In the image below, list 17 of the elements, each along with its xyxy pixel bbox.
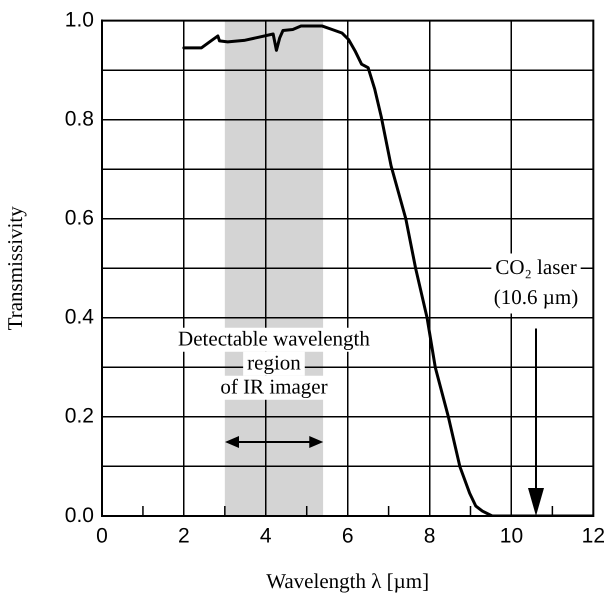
ref-line-label: CO₂ laser (10.6 µm) <box>494 254 578 309</box>
x-axis-title: Wavelength λ [µm] <box>266 568 430 593</box>
y-tick-label: 0.8 <box>64 107 94 130</box>
band-label: Detectable wavelength region of IR imager <box>178 326 370 398</box>
x-tick-label: 4 <box>260 524 272 548</box>
x-tick-label: 8 <box>424 524 436 548</box>
x-tick-label: 0 <box>96 524 108 548</box>
x-tick-label: 6 <box>342 524 354 548</box>
x-tick-label: 12 <box>582 524 605 548</box>
y-tick-label: 0.2 <box>64 404 94 428</box>
y-tick-label: 0.0 <box>64 504 94 527</box>
x-tick-label: 2 <box>178 524 190 548</box>
y-tick-label: 0.4 <box>64 306 94 329</box>
y-tick-label: 1.0 <box>64 8 94 32</box>
y-tick-label: 0.6 <box>64 206 94 230</box>
y-axis-title: Transmissivity <box>3 206 28 330</box>
x-tick-label: 10 <box>500 524 524 548</box>
